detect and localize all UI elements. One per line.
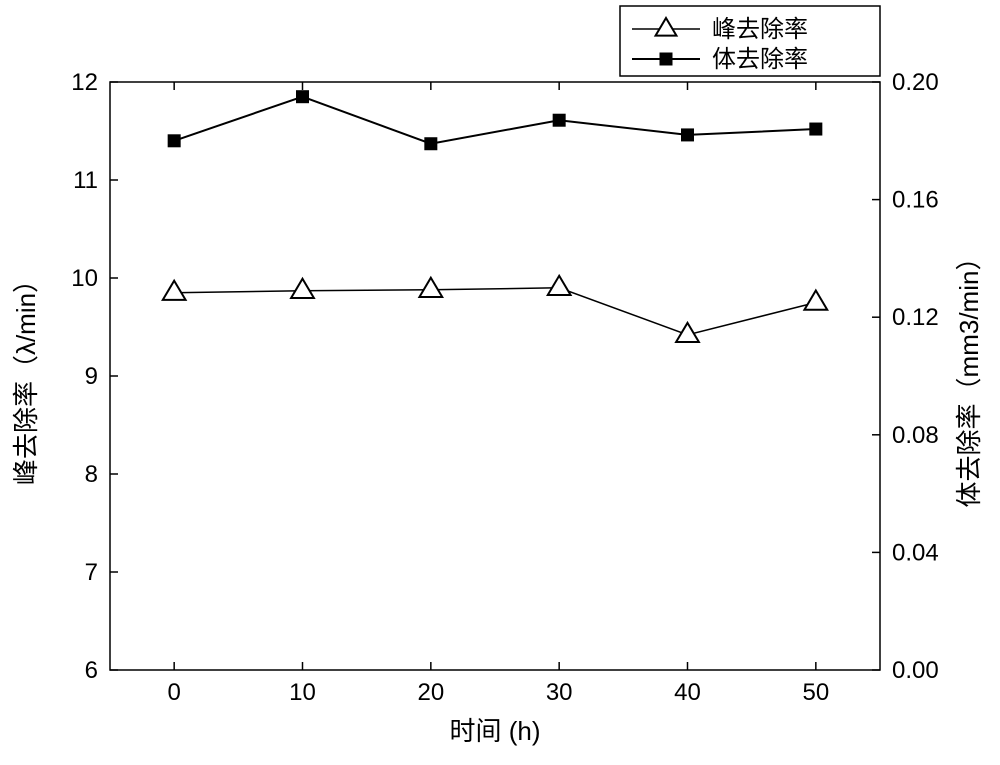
chart-svg: 0 10 20 30 40 50 时间 (h) 6 7 8 9 10 11 12 峰去除率（λ/min） 0.…: [0, 0, 1000, 765]
y-right-tick-label: 0.16: [892, 187, 939, 214]
square-marker-icon: [425, 138, 437, 150]
y-right-axis-label: 体去除率（mm3/min）: [954, 245, 984, 508]
square-marker-icon: [553, 114, 565, 126]
legend-label: 体去除率: [712, 46, 808, 73]
y-right-tick-label: 0.04: [892, 539, 939, 566]
y-left-tick-label: 7: [85, 559, 98, 586]
y-right-tick-label: 0.00: [892, 657, 939, 684]
x-tick-label: 40: [674, 679, 701, 706]
legend-label: 峰去除率: [712, 16, 808, 43]
triangle-marker-icon: [419, 278, 442, 297]
y-left-axis-label: 峰去除率（λ/min）: [11, 267, 41, 485]
x-tick-label: 10: [289, 679, 316, 706]
legend-square-icon: [660, 53, 672, 65]
y-left-tick-label: 8: [85, 461, 98, 488]
x-axis-label: 时间 (h): [449, 716, 540, 746]
x-tick-label: 20: [417, 679, 444, 706]
y-right-tick-label: 0.20: [892, 69, 939, 96]
y-right-tick-label: 0.12: [892, 304, 939, 331]
plot-area: [110, 82, 880, 670]
y-right-tick-label: 0.08: [892, 422, 939, 449]
x-tick-label: 30: [546, 679, 573, 706]
series-line: [174, 97, 816, 144]
square-marker-icon: [682, 129, 694, 141]
y-left-tick-label: 9: [85, 363, 98, 390]
y-left-tick-label: 12: [71, 69, 98, 96]
triangle-marker-icon: [291, 279, 314, 298]
square-marker-icon: [297, 91, 309, 103]
y-left-tick-label: 6: [85, 657, 98, 684]
square-marker-icon: [810, 123, 822, 135]
triangle-marker-icon: [163, 281, 186, 300]
x-tick-label: 0: [167, 679, 180, 706]
triangle-marker-icon: [804, 291, 827, 310]
chart-container: 0 10 20 30 40 50 时间 (h) 6 7 8 9 10 11 12 峰去除率（λ/min） 0.…: [0, 0, 1000, 765]
triangle-marker-icon: [548, 276, 571, 295]
y-left-tick-label: 11: [73, 167, 98, 194]
x-tick-label: 50: [802, 679, 829, 706]
square-marker-icon: [168, 135, 180, 147]
y-left-tick-label: 10: [71, 265, 98, 292]
series-line: [174, 288, 816, 335]
